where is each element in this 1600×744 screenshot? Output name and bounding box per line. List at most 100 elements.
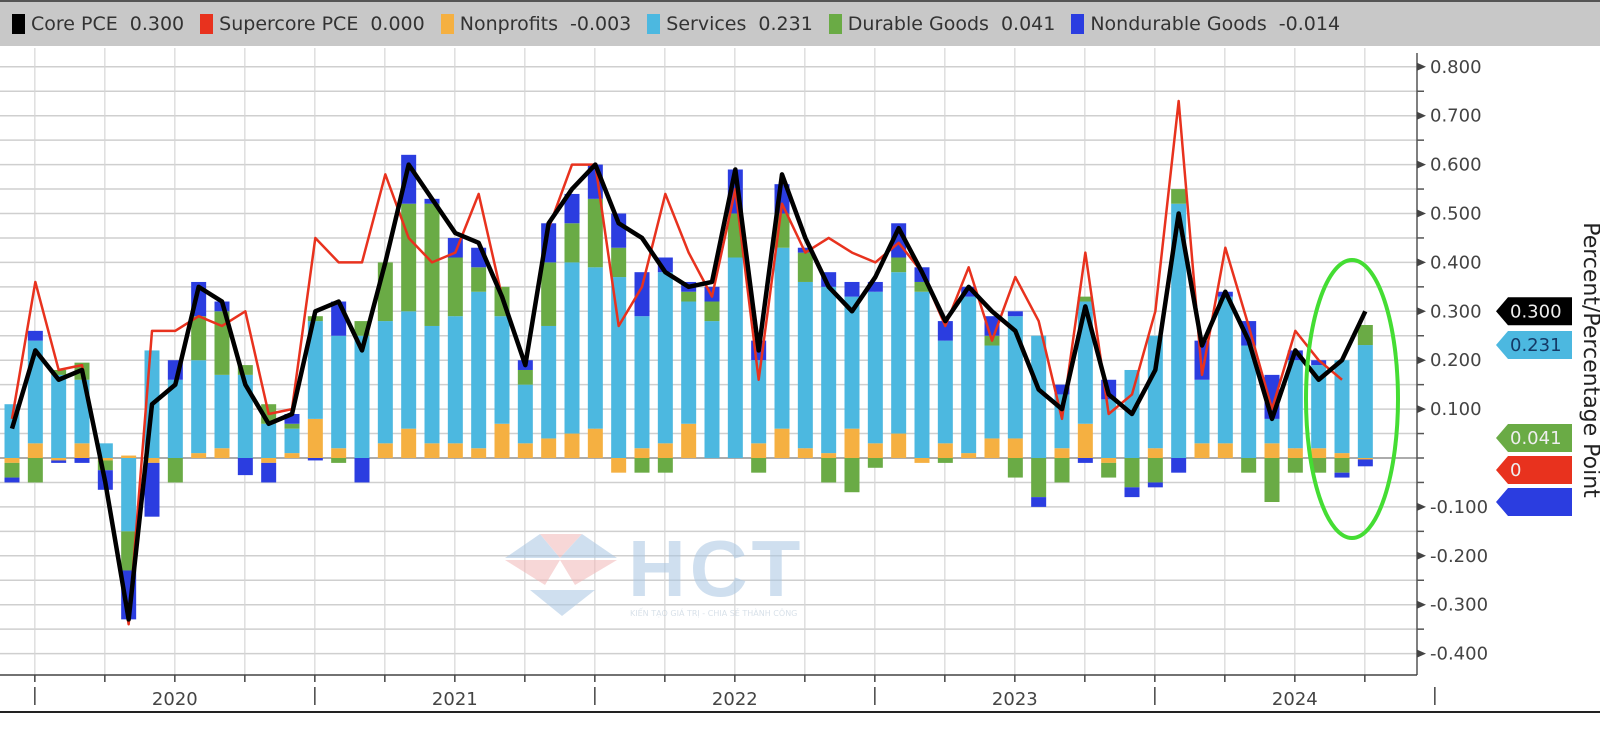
bar-durable-goods xyxy=(867,458,883,468)
bar-nondurable-goods xyxy=(844,281,860,297)
bar-nonprofits xyxy=(797,448,813,458)
legend-value: 0.041 xyxy=(1000,13,1056,35)
bar-nondurable-goods xyxy=(237,458,253,476)
bar-durable-goods xyxy=(634,458,650,473)
bar-nonprofits xyxy=(611,458,627,473)
bar-nonprofits xyxy=(1217,443,1233,458)
bar-nonprofits xyxy=(1311,448,1327,458)
legend-swatch xyxy=(12,14,25,34)
bar-durable-goods xyxy=(751,458,767,473)
x-tick-label-2024: 2024 xyxy=(1272,689,1318,710)
bar-services xyxy=(541,325,557,439)
y-axis-title: Percent/Percentage Point xyxy=(1578,222,1600,498)
bar-nondurable-goods xyxy=(1054,384,1070,395)
y-tick-arrow xyxy=(1417,551,1426,560)
bar-nonprofits xyxy=(541,438,557,458)
bar-nonprofits xyxy=(891,433,907,458)
bar-durable-goods xyxy=(97,460,113,471)
legend-swatch xyxy=(1071,14,1085,34)
bar-nonprofits xyxy=(121,455,137,458)
bar-services xyxy=(727,257,743,458)
bar-nonprofits xyxy=(564,433,580,458)
bar-nonprofits xyxy=(587,428,603,458)
y-tick-label: 0.500 xyxy=(1430,204,1482,225)
bar-durable-goods xyxy=(1054,458,1070,483)
y-tick-arrow xyxy=(1417,307,1426,316)
bar-nonprofits xyxy=(74,443,90,458)
y-tick-arrow xyxy=(1417,356,1426,365)
y-tick-arrow xyxy=(1417,405,1426,414)
bar-nondurable-goods xyxy=(51,460,67,463)
bar-nonprofits xyxy=(191,453,207,458)
last-value-tag xyxy=(1496,331,1572,360)
bar-durable-goods xyxy=(51,369,67,375)
bar-services xyxy=(377,321,393,444)
bar-nondurable-goods xyxy=(74,458,90,463)
y-tick-arrow xyxy=(1417,258,1426,267)
bar-services xyxy=(237,374,253,458)
y-tick-arrow xyxy=(1417,160,1426,169)
bar-nondurable-goods xyxy=(1007,311,1023,317)
bar-nonprofits xyxy=(1194,443,1210,458)
legend-swatch xyxy=(440,14,454,34)
bar-nondurable-goods xyxy=(1031,497,1047,507)
bar-durable-goods xyxy=(447,257,463,317)
bar-nonprofits xyxy=(1007,438,1023,458)
legend-swatch xyxy=(200,14,214,34)
bar-durable-goods xyxy=(424,203,440,326)
bar-durable-goods xyxy=(377,262,393,322)
legend-swatch xyxy=(828,14,842,34)
logo-shape xyxy=(560,560,617,585)
bar-nondurable-goods xyxy=(307,458,323,461)
legend-value: 0.300 xyxy=(129,13,185,35)
bar-durable-goods xyxy=(1101,462,1117,478)
logo-shape xyxy=(530,590,595,616)
bar-services xyxy=(587,267,603,429)
bar-durable-goods xyxy=(821,458,837,483)
x-tick-label-2023: 2023 xyxy=(992,689,1038,710)
bar-durable-goods xyxy=(214,311,230,375)
bar-nonprofits xyxy=(517,443,533,458)
bar-durable-goods xyxy=(121,531,137,571)
legend-item-supercore-pce: Supercore PCE 0.000 xyxy=(200,13,425,35)
bar-nonprofits xyxy=(51,458,67,461)
bar-nonprofits xyxy=(1101,458,1117,463)
bar-nondurable-goods xyxy=(564,193,580,224)
chart-legend: Core PCE 0.300 Supercore PCE 0.000 Nonprofit… xyxy=(0,0,1600,46)
bar-services xyxy=(284,428,300,454)
bar-durable-goods xyxy=(167,458,183,483)
bar-nondurable-goods xyxy=(961,286,977,297)
bar-services xyxy=(657,272,673,444)
bar-services xyxy=(914,291,930,458)
axes: 0.800 0.700 0.600 0.500 0.400 0.300 0.200 0.100… xyxy=(0,53,1600,713)
bar-nonprofits xyxy=(1334,453,1350,458)
y-tick-label: 0.300 xyxy=(1430,301,1482,322)
legend-label: Nondurable Goods xyxy=(1090,13,1267,35)
bar-nonprofits xyxy=(634,448,650,458)
bar-nonprofits xyxy=(1054,448,1070,458)
last-value-tag xyxy=(1496,423,1572,452)
bar-durable-goods xyxy=(1357,324,1373,346)
bar-services xyxy=(1311,365,1327,449)
bar-services xyxy=(1264,418,1280,444)
bar-nondurable-goods xyxy=(27,330,43,341)
bar-nonprofits xyxy=(1357,458,1373,460)
x-tick-label-2020: 2020 xyxy=(152,689,198,710)
bar-nonprofits xyxy=(144,458,160,463)
x-tick-label-2021: 2021 xyxy=(432,689,478,710)
bar-services xyxy=(261,423,277,458)
bar-services xyxy=(704,321,720,458)
bar-nonprofits xyxy=(4,458,20,463)
bar-nonprofits xyxy=(657,443,673,458)
hct-watermark-logo: HCT KIẾN TẠO GIÁ TRỊ - CHIA SẺ THÀNH CÔN… xyxy=(505,524,800,619)
logo-shape xyxy=(540,534,582,558)
bar-nondurable-goods xyxy=(1077,458,1093,463)
bar-nonprofits xyxy=(284,453,300,458)
bar-services xyxy=(1147,335,1163,449)
bar-services xyxy=(611,277,627,458)
bar-services xyxy=(1007,316,1023,439)
bar-durable-goods xyxy=(657,458,673,473)
bar-nondurable-goods xyxy=(1147,482,1163,488)
bar-durable-goods xyxy=(1264,458,1280,503)
bar-durable-goods xyxy=(517,369,533,385)
